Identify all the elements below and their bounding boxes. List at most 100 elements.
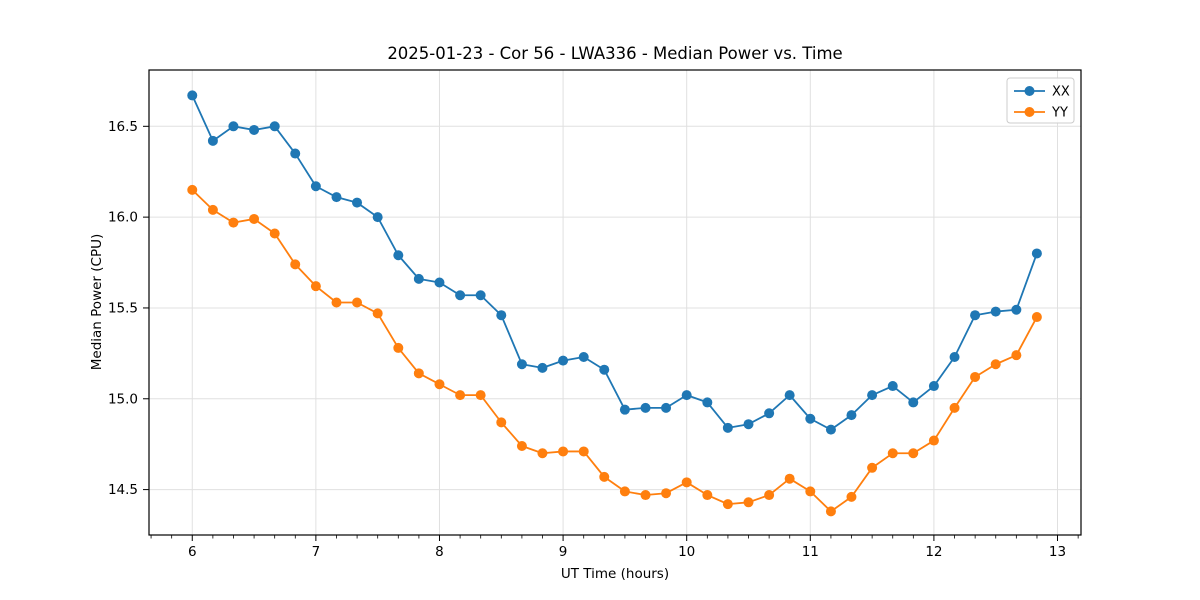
chart-title: 2025-01-23 - Cor 56 - LWA336 - Median Po… (387, 44, 843, 63)
data-point-XX (743, 419, 754, 430)
data-point-YY (434, 379, 445, 390)
data-point-YY (846, 491, 857, 502)
data-point-XX (393, 250, 404, 261)
data-point-YY (558, 446, 569, 457)
data-point-XX (908, 397, 919, 408)
x-tick-label: 10 (678, 544, 695, 560)
x-tick-label: 9 (559, 544, 568, 560)
data-point-XX (558, 355, 569, 366)
data-point-XX (290, 148, 301, 159)
data-point-YY (825, 506, 836, 517)
data-point-XX (434, 277, 445, 288)
data-point-YY (269, 228, 280, 239)
data-point-XX (846, 410, 857, 421)
data-point-YY (455, 390, 466, 401)
data-point-XX (207, 135, 218, 146)
data-point-XX (764, 408, 775, 419)
y-tick-label: 15.0 (108, 391, 138, 407)
data-point-YY (249, 213, 260, 224)
x-tick-label: 7 (312, 544, 321, 560)
data-point-XX (578, 351, 589, 362)
data-point-XX (372, 212, 383, 223)
data-point-XX (249, 124, 260, 135)
data-point-YY (867, 462, 878, 473)
y-tick-label: 15.5 (108, 300, 138, 316)
data-point-YY (887, 448, 898, 459)
data-point-YY (599, 471, 610, 482)
data-point-YY (661, 488, 672, 499)
data-point-YY (784, 473, 795, 484)
x-tick-label: 6 (188, 544, 197, 560)
data-point-XX (928, 381, 939, 392)
data-point-YY (722, 499, 733, 510)
data-point-YY (702, 490, 713, 501)
y-axis-label-text: Median Power (CPU) (89, 233, 105, 371)
data-point-XX (1011, 304, 1022, 315)
data-point-YY (928, 435, 939, 446)
data-point-YY (619, 486, 630, 497)
data-point-YY (764, 490, 775, 501)
x-tick-label: 11 (802, 544, 819, 560)
data-point-XX (784, 390, 795, 401)
data-point-XX (661, 402, 672, 413)
data-point-YY (310, 281, 321, 292)
legend-label-YY: YY (1051, 106, 1068, 121)
data-point-YY (640, 490, 651, 501)
y-tick-label: 14.5 (108, 482, 138, 498)
series-line-YY (191, 189, 1038, 513)
data-point-YY (516, 440, 527, 451)
data-point-XX (516, 359, 527, 370)
data-point-YY (1011, 350, 1022, 361)
data-point-XX (867, 390, 878, 401)
data-point-YY (496, 417, 507, 428)
data-point-XX (455, 290, 466, 301)
data-point-XX (475, 290, 486, 301)
data-point-XX (269, 121, 280, 132)
data-point-XX (990, 306, 1001, 317)
data-point-XX (331, 192, 342, 203)
data-point-XX (722, 422, 733, 433)
legend-marker-XX (1024, 86, 1035, 96)
data-point-YY (681, 477, 692, 488)
legend-marker-YY (1024, 107, 1035, 117)
y-tick-label: 16.0 (108, 210, 138, 226)
data-point-XX (496, 310, 507, 321)
data-point-XX (352, 197, 363, 208)
data-point-YY (331, 297, 342, 308)
data-point-YY (578, 446, 589, 457)
plot-border (148, 69, 1082, 536)
data-point-XX (887, 381, 898, 392)
data-point-YY (537, 448, 548, 459)
x-tick-label: 13 (1049, 544, 1066, 560)
data-point-YY (949, 402, 960, 413)
data-point-YY (187, 184, 198, 195)
data-point-XX (970, 310, 981, 321)
data-point-YY (743, 497, 754, 508)
x-tick-label: 8 (435, 544, 444, 560)
data-point-YY (970, 371, 981, 382)
data-point-XX (825, 424, 836, 435)
data-point-YY (805, 486, 816, 497)
data-point-YY (1031, 312, 1042, 323)
data-point-XX (640, 402, 651, 413)
data-point-XX (413, 273, 424, 284)
legend-label-XX: XX (1052, 85, 1070, 100)
data-point-YY (393, 342, 404, 353)
data-point-YY (352, 297, 363, 308)
data-point-XX (1031, 248, 1042, 259)
data-point-YY (908, 448, 919, 459)
x-axis-label: UT Time (hours) (560, 566, 670, 582)
data-point-XX (805, 413, 816, 424)
data-point-YY (207, 204, 218, 215)
data-point-XX (537, 362, 548, 373)
data-point-XX (702, 397, 713, 408)
series-line-XX (191, 95, 1038, 431)
data-point-YY (990, 359, 1001, 370)
data-point-XX (681, 390, 692, 401)
data-point-XX (619, 404, 630, 415)
data-point-YY (290, 259, 301, 270)
data-point-YY (475, 390, 486, 401)
data-point-XX (310, 181, 321, 192)
data-point-XX (228, 121, 239, 132)
